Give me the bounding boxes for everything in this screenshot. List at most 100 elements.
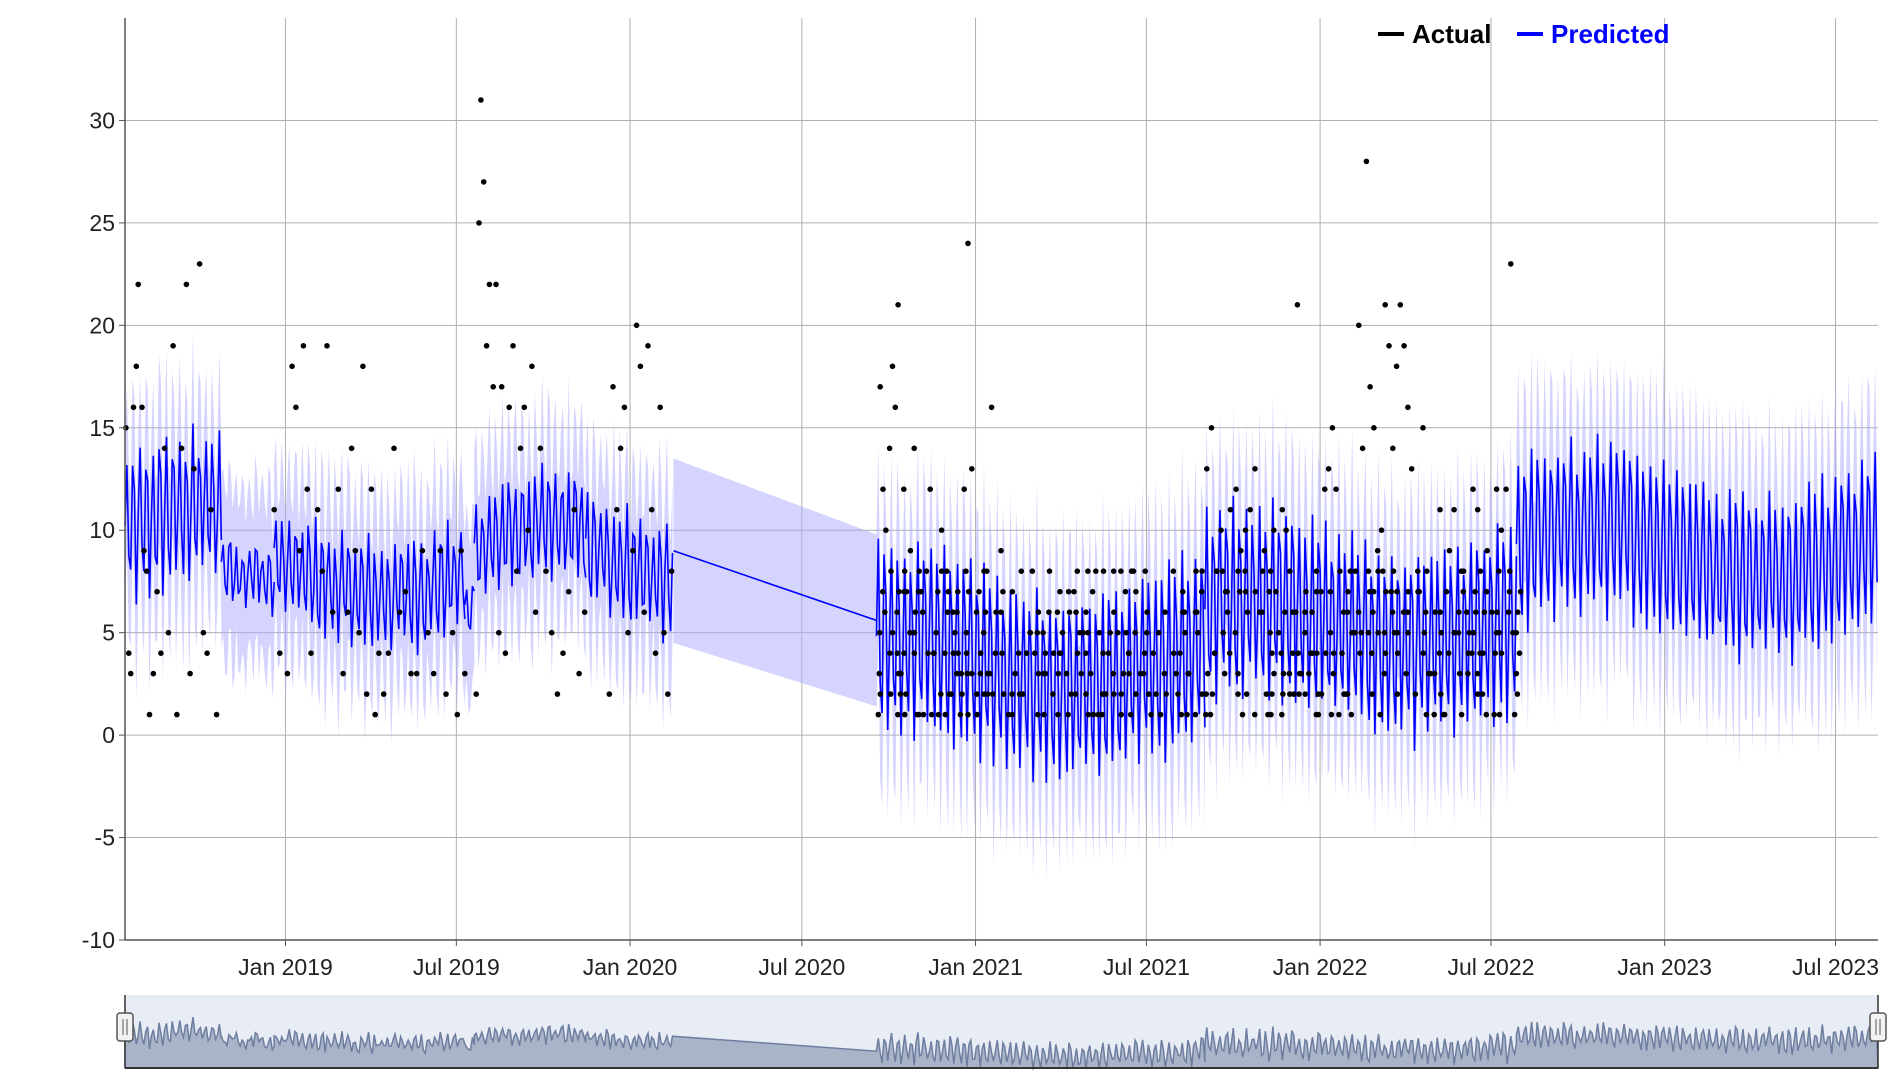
actual-point xyxy=(895,670,902,677)
actual-point xyxy=(293,404,299,411)
actual-point xyxy=(1227,506,1234,513)
actual-point xyxy=(1481,609,1488,615)
actual-point xyxy=(1492,650,1498,656)
actual-point xyxy=(1405,629,1411,636)
actual-point xyxy=(576,670,582,677)
actual-point xyxy=(1445,650,1452,656)
actual-point xyxy=(1153,691,1159,697)
actual-point xyxy=(633,322,640,329)
actual-point xyxy=(1322,486,1328,493)
legend-item-actual[interactable]: Actual xyxy=(1378,19,1491,49)
handle-grip[interactable] xyxy=(1869,1012,1887,1042)
actual-point xyxy=(938,527,945,533)
actual-point xyxy=(1118,711,1124,718)
actual-point xyxy=(973,691,980,697)
actual-point xyxy=(1280,670,1287,677)
actual-point xyxy=(1009,691,1015,697)
actual-point xyxy=(1484,547,1490,554)
actual-point xyxy=(1494,609,1500,615)
actual-point xyxy=(1032,650,1038,656)
actual-point xyxy=(1456,670,1463,677)
actual-point xyxy=(1271,670,1277,677)
actual-point xyxy=(1381,670,1388,677)
actual-point xyxy=(1099,711,1105,718)
actual-point xyxy=(1279,711,1285,718)
navigator-right-handle[interactable] xyxy=(1869,1012,1887,1042)
actual-point xyxy=(1496,629,1502,636)
actual-point xyxy=(1182,629,1188,636)
actual-point xyxy=(928,711,935,718)
actual-point xyxy=(617,445,624,452)
actual-point xyxy=(1496,568,1502,574)
actual-point xyxy=(933,629,939,636)
actual-point xyxy=(419,547,426,554)
actual-point xyxy=(1436,650,1443,656)
actual-point xyxy=(493,281,499,288)
actual-point xyxy=(1057,650,1063,656)
actual-point xyxy=(1271,527,1277,533)
actual-point xyxy=(875,711,882,718)
actual-point xyxy=(1177,650,1183,656)
actual-point xyxy=(1110,568,1117,574)
actual-point xyxy=(1394,629,1401,636)
actual-point xyxy=(1489,609,1495,615)
actual-point xyxy=(1307,650,1314,656)
legend[interactable]: Actual Predicted xyxy=(1378,19,1670,49)
actual-point xyxy=(1193,568,1199,574)
range-navigator[interactable] xyxy=(116,995,1887,1070)
actual-point xyxy=(1242,568,1248,574)
x-tick-label: Jul 2020 xyxy=(758,954,845,980)
actual-point xyxy=(1273,588,1279,595)
actual-point xyxy=(1330,650,1337,656)
actual-point xyxy=(1122,588,1129,595)
actual-point xyxy=(126,650,132,656)
actual-point xyxy=(954,609,960,615)
actual-point xyxy=(1382,302,1388,308)
actual-point xyxy=(1344,609,1351,615)
navigator-left-handle[interactable] xyxy=(116,1012,134,1042)
actual-point xyxy=(1437,506,1443,513)
actual-point xyxy=(1175,691,1181,697)
actual-point xyxy=(1456,609,1462,615)
actual-point xyxy=(352,547,359,554)
actual-point xyxy=(191,466,197,472)
actual-point xyxy=(963,568,969,574)
actual-point xyxy=(1438,629,1444,636)
actual-point xyxy=(1423,711,1430,718)
predicted-line-gap xyxy=(673,549,877,622)
actual-point xyxy=(502,650,509,656)
actual-point xyxy=(1259,609,1265,615)
actual-point xyxy=(1269,650,1275,656)
actual-point xyxy=(984,568,990,574)
actual-point xyxy=(969,670,975,677)
handle-grip[interactable] xyxy=(116,1012,134,1042)
actual-point xyxy=(959,691,965,697)
predicted-line-segment xyxy=(1515,433,1878,666)
actual-point xyxy=(1009,588,1016,595)
actual-point xyxy=(139,404,145,411)
actual-point xyxy=(356,629,362,636)
actual-point xyxy=(1065,588,1072,595)
actual-point xyxy=(161,445,168,452)
actual-point xyxy=(1455,629,1462,636)
actual-point xyxy=(170,343,176,349)
actual-point xyxy=(360,363,366,370)
actual-point xyxy=(1389,609,1396,615)
actual-point xyxy=(1128,711,1134,718)
actual-point xyxy=(1440,711,1447,718)
actual-point xyxy=(668,568,675,574)
actual-point xyxy=(1314,650,1320,656)
legend-item-predicted[interactable]: Predicted xyxy=(1517,19,1670,49)
actual-point xyxy=(1133,588,1139,595)
actual-point xyxy=(1001,691,1007,697)
actual-point xyxy=(1282,609,1288,615)
actual-point xyxy=(1366,588,1373,595)
actual-point xyxy=(476,220,482,226)
actual-point xyxy=(1279,506,1286,513)
actual-point xyxy=(1327,588,1334,595)
actual-point xyxy=(1042,650,1049,656)
actual-point xyxy=(1397,302,1404,308)
actual-point xyxy=(565,588,572,595)
actual-point xyxy=(1446,547,1453,554)
actual-point xyxy=(1078,670,1084,677)
